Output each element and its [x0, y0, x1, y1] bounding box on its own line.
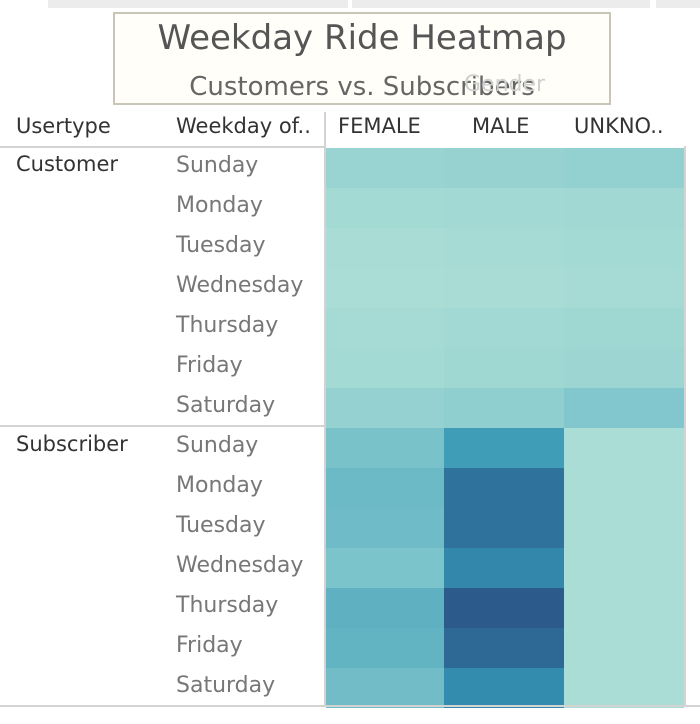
heat-cell[interactable] [444, 348, 564, 388]
heat-cell[interactable] [564, 588, 684, 628]
heat-cell[interactable] [326, 428, 444, 468]
heat-cell[interactable] [326, 388, 444, 428]
heat-cell[interactable] [444, 188, 564, 228]
day-label: Wednesday [176, 273, 304, 298]
day-label: Monday [176, 193, 263, 218]
row-header-usertype[interactable]: Usertype [16, 114, 111, 138]
day-label: Sunday [176, 153, 259, 178]
group-divider [0, 425, 324, 427]
day-label: Sunday [176, 433, 259, 458]
chart-subtitle: Customers vs. Subscribers [189, 72, 535, 102]
heat-cell[interactable] [326, 668, 444, 708]
day-label: Monday [176, 473, 263, 498]
column-header-female[interactable]: FEMALE [338, 114, 421, 138]
heat-cell[interactable] [564, 348, 684, 388]
heat-cell[interactable] [326, 348, 444, 388]
heat-cell[interactable] [326, 188, 444, 228]
heat-cell[interactable] [444, 508, 564, 548]
heat-cell[interactable] [444, 308, 564, 348]
heat-cell[interactable] [564, 508, 684, 548]
chart-title: Weekday Ride Heatmap [157, 18, 567, 58]
heat-cell[interactable] [326, 548, 444, 588]
day-label: Saturday [176, 393, 276, 418]
top-strip [352, 0, 650, 8]
heat-cell[interactable] [444, 388, 564, 428]
header-divider [0, 146, 324, 148]
column-header-unknown[interactable]: UNKNO.. [574, 114, 664, 138]
heat-cell[interactable] [326, 308, 444, 348]
heat-cell[interactable] [444, 468, 564, 508]
title-box [113, 12, 611, 105]
heat-cell[interactable] [444, 228, 564, 268]
heat-cell[interactable] [564, 388, 684, 428]
heat-cell[interactable] [564, 268, 684, 308]
heat-cell[interactable] [326, 588, 444, 628]
column-header-male[interactable]: MALE [472, 114, 530, 138]
heat-cell[interactable] [326, 228, 444, 268]
top-strip [48, 0, 348, 8]
heat-cell[interactable] [326, 268, 444, 308]
day-label: Friday [176, 353, 243, 378]
heat-cell[interactable] [564, 628, 684, 668]
heat-cell[interactable] [326, 508, 444, 548]
heat-cell[interactable] [326, 628, 444, 668]
heat-cell[interactable] [564, 548, 684, 588]
heat-cell[interactable] [564, 668, 684, 708]
heat-cell[interactable] [444, 268, 564, 308]
day-label: Friday [176, 633, 243, 658]
day-label: Saturday [176, 673, 276, 698]
heat-cell[interactable] [564, 468, 684, 508]
heat-cell[interactable] [444, 548, 564, 588]
heat-cell[interactable] [564, 148, 684, 188]
bottom-divider [0, 705, 700, 707]
heat-cell[interactable] [564, 308, 684, 348]
day-label: Tuesday [176, 233, 266, 258]
day-label: Thursday [176, 313, 279, 338]
row-header-weekday[interactable]: Weekday of.. [176, 114, 311, 138]
heat-cell[interactable] [444, 628, 564, 668]
heat-cell[interactable] [326, 148, 444, 188]
group-label-customer: Customer [16, 152, 119, 176]
heat-cell[interactable] [444, 588, 564, 628]
right-divider [684, 146, 686, 706]
heat-cell[interactable] [444, 668, 564, 708]
heat-cell[interactable] [326, 468, 444, 508]
heat-cell[interactable] [444, 148, 564, 188]
heat-cell[interactable] [564, 188, 684, 228]
group-label-subscriber: Subscriber [16, 432, 128, 456]
top-strip [656, 0, 700, 8]
day-label: Thursday [176, 593, 279, 618]
heat-cell[interactable] [564, 228, 684, 268]
day-label: Tuesday [176, 513, 266, 538]
day-label: Wednesday [176, 553, 304, 578]
heat-cell[interactable] [564, 428, 684, 468]
axis-divider [324, 112, 326, 706]
heat-cell[interactable] [444, 428, 564, 468]
column-field-label: Gender [464, 72, 546, 97]
